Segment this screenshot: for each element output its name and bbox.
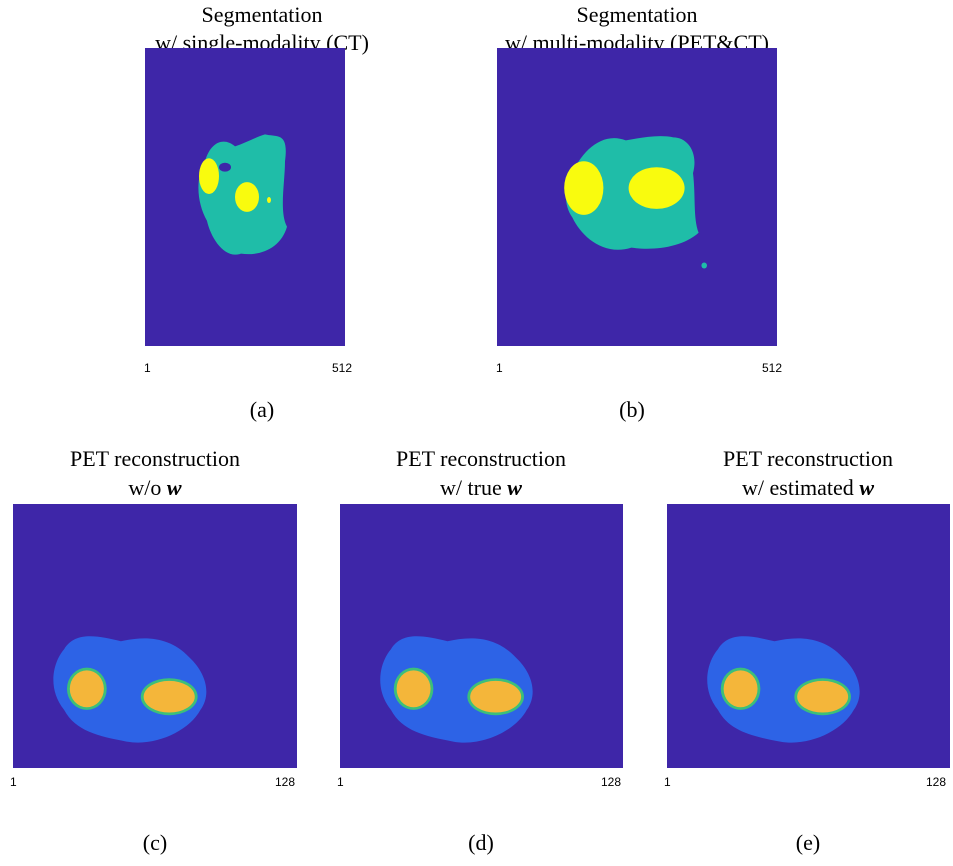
title: Segmentation	[577, 2, 698, 27]
title: w/ estimated w	[742, 475, 874, 500]
caption: (e)	[796, 830, 820, 855]
title: PET reconstruction	[723, 446, 893, 471]
symbol: w	[859, 475, 874, 500]
tick-label: 128	[275, 775, 295, 789]
title-text: w/o	[128, 475, 161, 500]
panel: PET reconstruction w/o w 1 128 (c)	[10, 446, 297, 855]
caption: (a)	[250, 397, 274, 422]
title: PET reconstruction	[70, 446, 240, 471]
title-text: w/ true	[440, 475, 502, 500]
caption: (d)	[468, 830, 494, 855]
panel: Segmentation w/ multi-modality (PET&CT) …	[496, 2, 782, 422]
tick-label: 1	[144, 361, 151, 375]
image	[667, 504, 950, 768]
symbol: w	[507, 475, 522, 500]
tick-label: 512	[332, 361, 352, 375]
tick-label: 1	[664, 775, 671, 789]
caption: (c)	[143, 830, 167, 855]
tick-label: 512	[762, 361, 782, 375]
symbol: w	[167, 475, 182, 500]
panel: Segmentation w/ single-modality (CT) 1 5…	[144, 2, 369, 422]
image	[340, 504, 623, 768]
tick-label: 128	[601, 775, 621, 789]
image	[145, 48, 345, 346]
tick-label: 128	[926, 775, 946, 789]
panel: PET reconstruction w/ true w 1 128 (d)	[337, 446, 623, 855]
caption: (b)	[619, 397, 645, 422]
image	[497, 48, 777, 346]
title: PET reconstruction	[396, 446, 566, 471]
panel: PET reconstruction w/ estimated w 1 128 …	[664, 446, 950, 855]
tick-label: 1	[337, 775, 344, 789]
tick-label: 1	[496, 361, 503, 375]
title: Segmentation	[202, 2, 323, 27]
title: w/o w	[128, 475, 182, 500]
image	[13, 504, 297, 768]
title: w/ true w	[440, 475, 522, 500]
title-text: w/ estimated	[742, 475, 854, 500]
figure: Segmentation w/ single-modality (CT) 1 5…	[0, 0, 953, 866]
tick-label: 1	[10, 775, 17, 789]
